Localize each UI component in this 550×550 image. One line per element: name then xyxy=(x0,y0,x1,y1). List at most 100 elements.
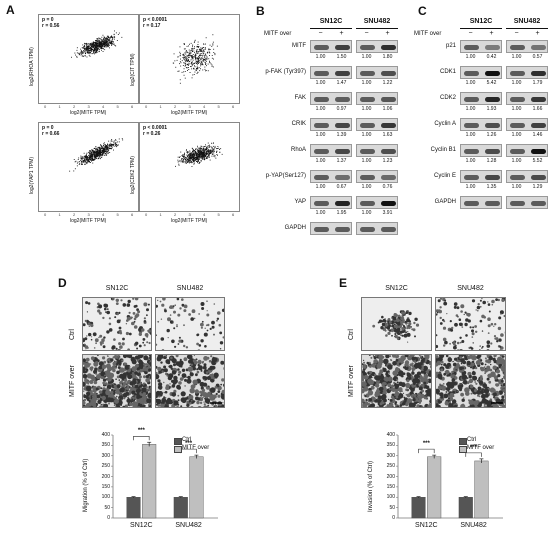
data-point xyxy=(177,56,179,58)
cell xyxy=(160,337,165,341)
data-point xyxy=(185,58,187,60)
scatter-stats: p < 0.0001 r = 0.26 xyxy=(143,125,167,137)
cell xyxy=(208,385,210,388)
data-point xyxy=(203,153,205,155)
data-point xyxy=(212,150,214,152)
data-point xyxy=(209,52,211,54)
cell xyxy=(489,398,492,401)
data-point xyxy=(199,155,201,157)
data-point xyxy=(184,71,186,72)
protein-band xyxy=(360,97,376,102)
data-point xyxy=(81,164,83,165)
cell xyxy=(91,336,93,338)
data-point xyxy=(105,147,107,149)
data-point xyxy=(181,158,182,160)
data-point xyxy=(200,61,202,62)
cell xyxy=(148,368,151,372)
cell xyxy=(487,303,491,306)
cell xyxy=(191,309,196,314)
cell xyxy=(495,383,499,387)
data-point xyxy=(88,43,89,45)
cell xyxy=(476,305,481,310)
cell xyxy=(125,323,128,325)
cell xyxy=(138,327,143,332)
data-point xyxy=(198,155,200,157)
blot-strip xyxy=(356,170,398,183)
data-point xyxy=(95,40,96,41)
cell xyxy=(139,365,144,370)
cell xyxy=(384,376,390,382)
protein-band xyxy=(530,175,546,180)
data-point xyxy=(197,46,199,47)
data-point xyxy=(97,155,99,157)
cell xyxy=(102,345,106,349)
data-point xyxy=(175,66,177,68)
data-point xyxy=(89,156,91,157)
cell xyxy=(85,357,90,362)
cell xyxy=(200,326,203,329)
cell xyxy=(491,299,495,304)
data-point xyxy=(106,146,108,148)
data-point xyxy=(94,155,96,157)
cell xyxy=(189,364,192,367)
data-point xyxy=(73,170,75,172)
data-point xyxy=(92,43,94,45)
data-point xyxy=(186,58,188,59)
band-quantification: 1.00 xyxy=(511,184,522,190)
data-point xyxy=(99,147,101,149)
cell xyxy=(176,325,178,328)
data-point xyxy=(204,49,206,50)
x-tick-label: 0 xyxy=(145,212,148,217)
data-point xyxy=(185,62,187,64)
cell xyxy=(470,350,473,351)
data-point xyxy=(201,151,203,153)
data-point xyxy=(89,49,90,51)
cell xyxy=(107,376,112,382)
protein-label: GAPDH xyxy=(284,225,306,231)
data-point xyxy=(208,149,210,151)
data-point xyxy=(202,55,203,57)
data-point xyxy=(105,44,107,46)
data-point xyxy=(91,44,93,46)
data-point xyxy=(192,59,194,61)
data-point xyxy=(81,52,83,53)
cell xyxy=(102,316,105,320)
cell xyxy=(83,384,85,387)
data-point xyxy=(196,51,198,53)
data-point xyxy=(183,62,185,64)
cell xyxy=(94,406,96,407)
cell xyxy=(90,323,94,328)
cell xyxy=(200,339,204,343)
cell xyxy=(467,406,470,407)
cell xyxy=(190,384,196,390)
data-point xyxy=(198,61,200,63)
cell xyxy=(208,359,212,363)
data-point xyxy=(97,147,99,149)
cell xyxy=(498,316,502,320)
data-point xyxy=(88,160,90,162)
data-point xyxy=(90,152,92,154)
cell xyxy=(105,389,111,396)
data-point xyxy=(107,39,109,40)
data-point xyxy=(73,159,75,160)
row-header: Ctrl xyxy=(69,329,76,340)
data-point xyxy=(188,69,190,70)
cell xyxy=(160,403,164,407)
data-point xyxy=(113,33,115,35)
data-point xyxy=(88,151,89,153)
data-point xyxy=(198,56,200,57)
data-point xyxy=(218,147,220,149)
data-point xyxy=(199,151,201,153)
data-point xyxy=(193,50,195,52)
cell xyxy=(173,363,176,367)
cell xyxy=(472,367,474,370)
data-point xyxy=(190,55,192,57)
cell xyxy=(157,320,160,323)
data-point xyxy=(108,40,110,41)
data-point xyxy=(185,64,186,66)
cell xyxy=(398,325,400,327)
protein-label: Cyclin E xyxy=(433,173,456,179)
data-point xyxy=(86,152,88,154)
data-point xyxy=(104,44,106,46)
cell xyxy=(210,355,213,358)
